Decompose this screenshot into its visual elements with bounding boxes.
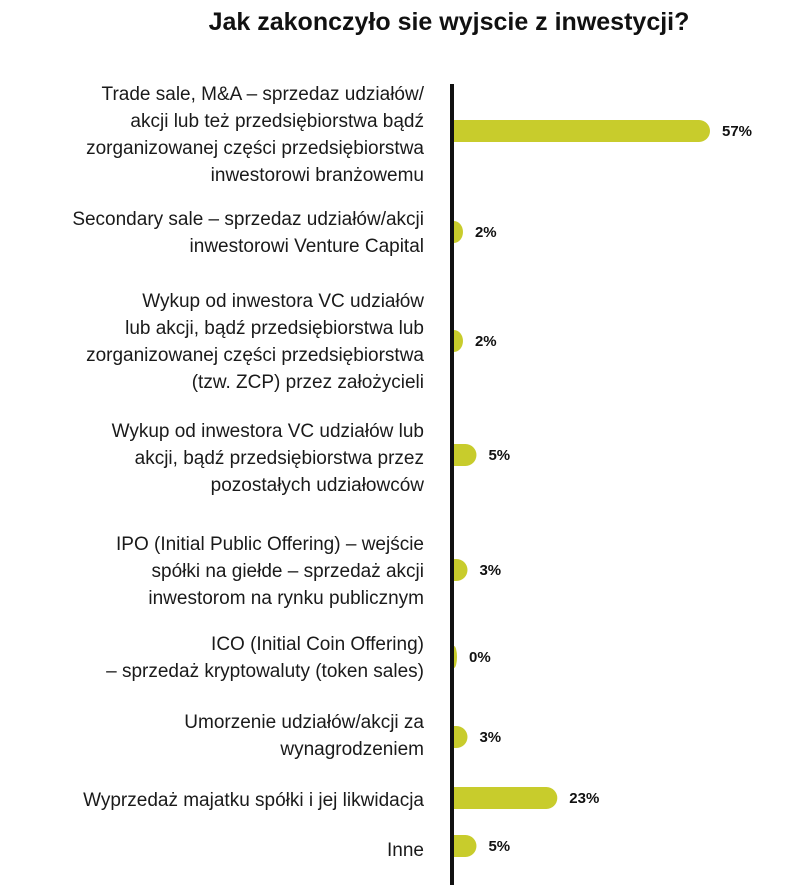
bar xyxy=(454,726,468,748)
value-label: 23% xyxy=(569,790,599,807)
category-label-line: lub akcji, bądź przedsiębiorstwa lub xyxy=(125,318,424,339)
category-label-line: (tzw. ZCP) przez założycieli xyxy=(192,372,424,393)
category-label-line: Umorzenie udziałów/akcji za xyxy=(184,712,424,733)
bar xyxy=(454,444,477,466)
bar xyxy=(454,559,468,581)
value-label: 5% xyxy=(488,447,510,464)
category-label-line: Secondary sale – sprzedaz udziałów/akcji xyxy=(72,209,424,230)
value-label: 2% xyxy=(475,333,497,350)
value-label: 5% xyxy=(488,838,510,855)
bar xyxy=(454,120,710,142)
category-label-line: inwestorowi Venture Capital xyxy=(190,236,424,257)
bar xyxy=(454,787,558,809)
category-label-line: akcji lub też przedsiębiorstwa bądź xyxy=(130,111,424,132)
category-label-line: inwestorowi branżowemu xyxy=(211,165,424,186)
chart-title: Jak zakonczyło sie wyjscie z inwestycji? xyxy=(208,8,690,36)
category-label-line: wynagrodzeniem xyxy=(279,739,424,760)
category-label-line: Inne xyxy=(387,840,424,861)
category-label-line: akcji, bądź przedsiębiorstwa przez xyxy=(135,448,424,469)
category-label-line: – sprzedaż kryptowaluty (token sales) xyxy=(106,661,424,682)
category-label: Wykup od inwestora VC udziałów lub akcji,… xyxy=(86,291,424,393)
category-label: Inne xyxy=(387,840,424,861)
category-label-line: zorganizowanej części przedsiębiorstwa xyxy=(86,138,424,159)
category-label-line: spółki na giełde – sprzedaż akcji xyxy=(152,561,425,582)
category-label: Wykup od inwestora VC udziałów lub akcji,… xyxy=(112,421,425,496)
bar xyxy=(454,646,457,668)
category-labels-group: Trade sale, M&A – sprzedaz udziałów/akcj… xyxy=(72,84,424,861)
value-label: 3% xyxy=(479,562,501,579)
category-label: IPO (Initial Public Offering) – wejście s… xyxy=(116,534,424,609)
value-label: 57% xyxy=(722,123,752,140)
bar xyxy=(454,835,477,858)
category-label-line: zorganizowanej części przedsiębiorstwa xyxy=(86,345,424,366)
category-label: Wyprzedaż majatku spółki i jej likwidacj… xyxy=(83,790,424,811)
category-label-line: inwestorom na rynku publicznym xyxy=(148,588,424,609)
bar xyxy=(454,221,463,243)
category-label: Trade sale, M&A – sprzedaz udziałów/akcj… xyxy=(86,84,425,186)
category-label: Umorzenie udziałów/akcji za wynagrodzenie… xyxy=(184,712,424,760)
category-label-line: pozostałych udziałowców xyxy=(211,475,425,496)
category-label: ICO (Initial Coin Offering) – sprzedaż kr… xyxy=(106,634,424,682)
value-label: 2% xyxy=(475,224,497,241)
value-labels-group: 57% 2% 2% 5% 3% 0% 3% 23% 5% xyxy=(469,123,752,855)
category-label-line: Wykup od inwestora VC udziałów xyxy=(142,291,424,312)
category-label-line: ICO (Initial Coin Offering) xyxy=(211,634,424,655)
category-label: Secondary sale – sprzedaz udziałów/akcji… xyxy=(72,209,424,257)
value-label: 3% xyxy=(479,729,501,746)
value-label: 0% xyxy=(469,649,491,666)
category-label-line: IPO (Initial Public Offering) – wejście xyxy=(116,534,424,555)
bars-group xyxy=(454,120,710,858)
category-label-line: Trade sale, M&A – sprzedaz udziałów/ xyxy=(102,84,425,105)
category-label-line: Wykup od inwestora VC udziałów lub xyxy=(112,421,424,442)
bar xyxy=(454,330,463,352)
category-label-line: Wyprzedaż majatku spółki i jej likwidacj… xyxy=(83,790,424,811)
